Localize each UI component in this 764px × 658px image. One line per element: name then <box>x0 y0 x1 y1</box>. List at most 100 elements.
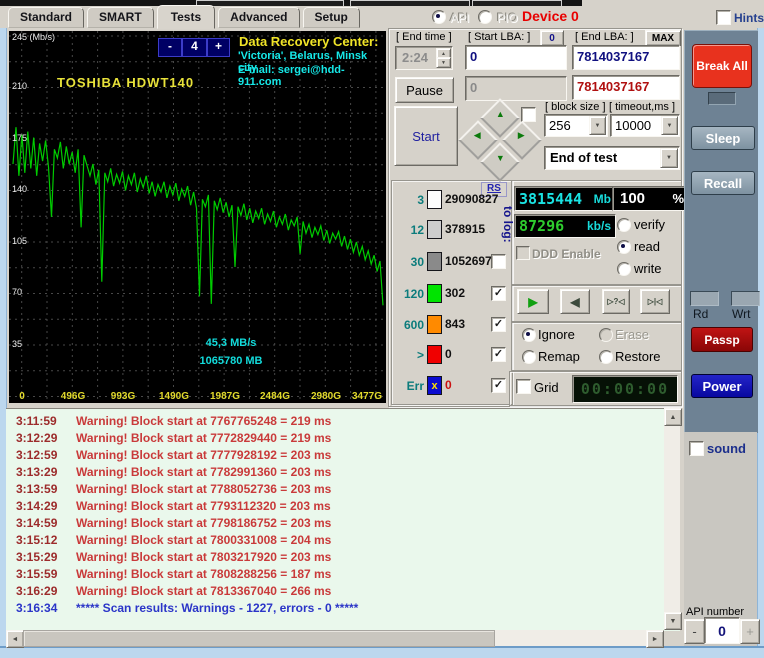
tab-setup[interactable]: Setup <box>302 7 360 28</box>
window-frame-bottom <box>0 646 764 658</box>
hints-checkbox[interactable] <box>716 10 731 25</box>
mode-radio-read[interactable] <box>617 240 631 254</box>
start-lba-label: [ Start LBA: ] <box>468 31 531 43</box>
legend-to-log-checkbox[interactable] <box>491 254 506 269</box>
log-message: Warning! Block start at 7813367040 = 266… <box>76 584 332 598</box>
x-tick-label: 496G <box>60 391 86 402</box>
action-radio-ignore[interactable] <box>522 328 536 342</box>
x-tick-label: 1987G <box>209 391 241 402</box>
api-number-minus-button[interactable]: - <box>684 619 705 644</box>
mode-radio-write[interactable] <box>617 262 631 276</box>
sound-label: sound <box>707 441 746 456</box>
api-radio[interactable] <box>432 10 446 24</box>
graph-canvas <box>9 31 386 403</box>
tab-smart[interactable]: SMART <box>87 7 154 28</box>
end-of-test-select[interactable]: End of test ▼ <box>544 146 680 170</box>
pause-button[interactable]: Pause <box>395 77 454 103</box>
log-hscroll-thumb[interactable] <box>23 630 495 647</box>
start-button[interactable]: Start <box>394 106 458 166</box>
seek-question-button[interactable]: ▷?◁ <box>602 289 630 314</box>
legend-to-log-checkbox[interactable]: ✓ <box>491 378 506 393</box>
legend-count: 0 <box>445 347 452 361</box>
log-horizontal-scrollbar[interactable]: ◄ ► <box>6 630 664 648</box>
api-number-value: 0 <box>718 622 726 639</box>
end-of-test-dropdown-icon[interactable]: ▼ <box>660 148 678 168</box>
grid-checkbox[interactable] <box>516 379 531 394</box>
seek-option-checkbox[interactable] <box>521 107 536 122</box>
legend-count: 29090827 <box>445 192 499 206</box>
wrt-indicator <box>731 291 760 306</box>
end-of-test-value: End of test <box>550 150 618 165</box>
action-radio-remap[interactable] <box>522 350 536 364</box>
end-lba-max-button[interactable]: MAX <box>645 30 681 46</box>
legend-to-log-checkbox[interactable]: ✓ <box>491 347 506 362</box>
seek-step-button[interactable]: ▷|◁ <box>640 289 670 314</box>
block-size-dropdown-icon[interactable]: ▼ <box>589 116 606 135</box>
api-number-value-box[interactable]: 0 <box>704 617 740 644</box>
graph-zoom-value: 4 <box>182 38 207 57</box>
power-button[interactable]: Power <box>691 374 753 398</box>
log-scroll-down-icon[interactable]: ▼ <box>664 612 682 630</box>
wrt-label: Wrt <box>732 307 751 321</box>
recall-button[interactable]: Recall <box>691 171 755 195</box>
to-log-label: to log: <box>501 206 515 243</box>
drive-model-label: TOSHIBA HDWT140 <box>57 75 195 90</box>
passp-button[interactable]: Passp <box>691 327 753 352</box>
tab-standard[interactable]: Standard <box>8 7 85 28</box>
log-scroll-left-icon[interactable]: ◄ <box>6 630 24 648</box>
speed-value: 87296 <box>519 217 565 235</box>
log-scroll-right-icon[interactable]: ► <box>646 630 664 648</box>
log-vertical-scrollbar[interactable]: ▲ ▼ <box>664 408 682 630</box>
rewind-button[interactable]: ◀ <box>560 289 590 314</box>
block-size-select[interactable]: 256 ▼ <box>544 114 608 137</box>
timeout-label: [ timeout,ms ] <box>609 101 676 113</box>
rd-indicator <box>690 291 719 306</box>
graph-zoom-plus-button[interactable]: + <box>207 38 230 57</box>
tab-advanced[interactable]: Advanced <box>218 7 300 28</box>
break-all-button[interactable]: Break All <box>692 44 752 88</box>
mode-radio-verify[interactable] <box>617 218 631 232</box>
timeout-dropdown-icon[interactable]: ▼ <box>661 116 678 135</box>
start-lba-zero-button[interactable]: 0 <box>540 30 564 46</box>
y-tick-label: 105 <box>12 236 28 246</box>
pio-radio[interactable] <box>478 10 492 24</box>
end-lba-value: 7814037167 <box>577 49 650 64</box>
legend-color-box <box>427 284 442 303</box>
scan-graph: 245 (Mb/s) 210 175 140 105 70 35 0 496G 993G 1490… <box>9 31 386 403</box>
sound-checkbox[interactable] <box>689 441 704 456</box>
play-button[interactable]: ▶ <box>517 289 549 314</box>
graph-zoom-minus-button[interactable]: - <box>158 38 182 57</box>
legend-bucket-label: 12 <box>410 223 424 237</box>
legend-to-log-checkbox[interactable]: ✓ <box>491 286 506 301</box>
y-tick-label: 245 (Mb/s) <box>12 32 56 42</box>
timer-value: 00:00:00 <box>580 380 670 398</box>
legend-count: 0 <box>445 378 452 392</box>
end-lba-input[interactable]: 7814037167 <box>572 45 680 70</box>
end-time-spin-down-icon[interactable]: ▼ <box>436 57 451 68</box>
timeout-select[interactable]: 10000 ▼ <box>610 114 680 137</box>
capacity-unit: Mb <box>593 191 611 206</box>
action-radio-restore[interactable] <box>599 350 613 364</box>
legend-color-box <box>427 252 442 271</box>
action-label-ignore: Ignore <box>538 327 575 342</box>
sleep-button[interactable]: Sleep <box>691 126 755 150</box>
log-message: ***** Scan results: Warnings - 1227, err… <box>76 601 359 615</box>
pio-label: PIO <box>497 11 518 25</box>
log-pane[interactable]: 3:11:59 Warning! Block start at 776776524… <box>6 408 680 631</box>
log-scroll-up-icon[interactable]: ▲ <box>664 408 682 426</box>
end-time-spinner[interactable]: 2:24 ▲ ▼ <box>395 46 453 70</box>
legend-to-log-checkbox[interactable]: ✓ <box>491 317 506 332</box>
api-number-plus-button[interactable]: + <box>740 619 760 644</box>
overlay-speed: 45,3 MB/s <box>205 337 257 349</box>
start-lba-secondary: 0 <box>465 76 567 101</box>
titlebar-segment <box>350 0 470 6</box>
legend-color-box <box>427 315 442 334</box>
log-time: 3:13:29 <box>16 465 58 479</box>
legend-color-box <box>427 190 442 209</box>
tab-tests[interactable]: Tests <box>156 5 216 29</box>
start-lba-value2: 0 <box>470 80 478 95</box>
speed-unit: kb/s <box>586 219 611 233</box>
timer-lcd: 00:00:00 <box>572 375 678 403</box>
rs-link[interactable]: RS <box>481 182 507 197</box>
start-lba-input[interactable]: 0 <box>465 45 567 70</box>
